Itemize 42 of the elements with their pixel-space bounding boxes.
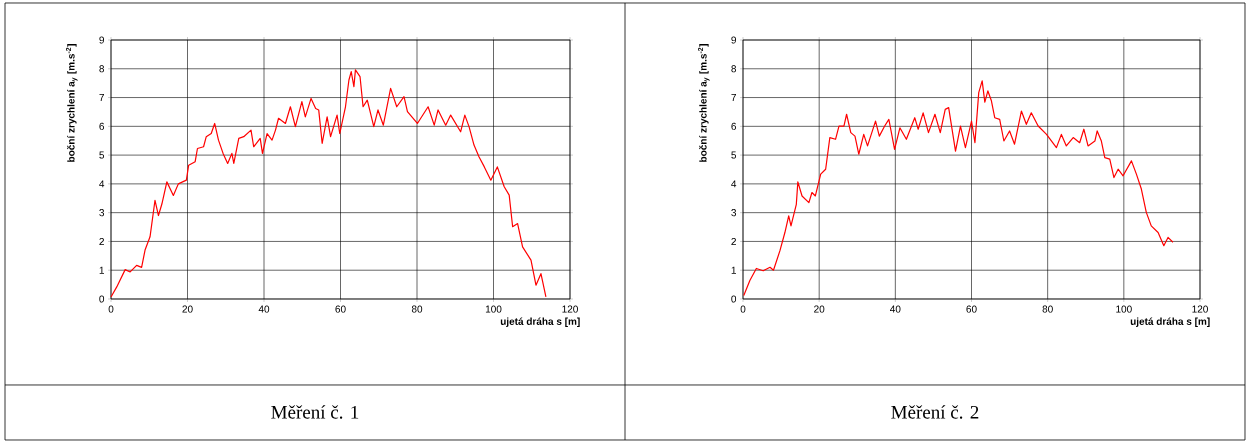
y-tick-label: 0 [99,295,105,303]
x-tick-label: 0 [108,305,114,313]
line-series [110,69,547,298]
y-tick-label: 5 [99,151,105,159]
y-tick-label: 7 [731,94,736,101]
x-axis-title: ujetá dráha s [m] [1130,317,1210,327]
text: Měření č. 2 [891,405,979,419]
x-tick-label: 20 [814,305,825,313]
y-tick-label: 3 [99,209,105,217]
y-tick-label: 6 [731,122,737,130]
y-tick-label: 5 [731,151,737,159]
x-tick-label: 40 [258,305,270,313]
x-tick-label: 120 [1192,305,1208,313]
x-axis-title: ujetá dráha s [m] [500,317,580,327]
y-tick-label: 2 [731,237,736,245]
y-tick-label: 6 [99,122,105,130]
y-tick-label: 4 [731,180,737,188]
y-tick-label: 1 [731,266,736,274]
x-tick-label: 60 [335,305,346,313]
y-tick-label: 9 [99,36,105,44]
x-tick-label: 60 [966,305,977,313]
x-tick-label: 120 [562,305,578,313]
y-tick-label: 7 [99,94,104,101]
x-tick-label: 80 [1042,305,1053,313]
y-tick-label: 8 [99,65,105,73]
y-tick-label: 3 [731,209,737,217]
y-tick-label: 2 [99,237,104,245]
x-tick-label: 20 [182,305,193,313]
y-tick-label: 4 [99,180,105,188]
y-axis-title: boční zrychlení a$_{y}$ [m.s$^{-2}$] [698,44,710,162]
line-series [743,80,1174,297]
text: Měření č. 1 [271,405,359,419]
y-tick-label: 9 [731,36,737,44]
y-tick-label: 8 [731,65,737,73]
x-tick-label: 40 [890,305,901,313]
y-tick-label: 0 [731,295,737,303]
x-tick-label: 0 [740,305,746,313]
x-tick-label: 100 [1116,305,1132,313]
x-tick-label: 100 [485,305,502,313]
y-tick-label: 1 [99,266,104,274]
y-axis-title: boční zrychlení a$_{y}$ [m.s$^{-2}$] [66,44,78,162]
x-tick-label: 80 [411,305,423,313]
